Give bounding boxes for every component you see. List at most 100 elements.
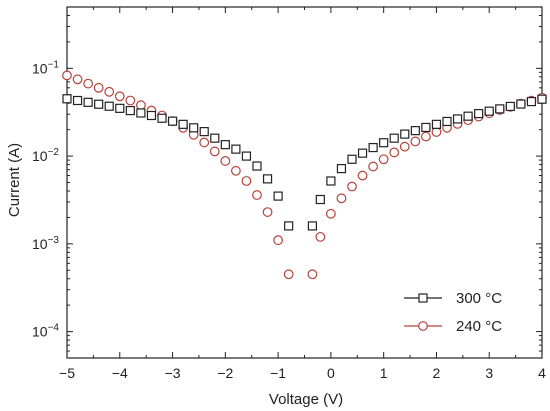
data-point [495, 104, 505, 114]
data-point [284, 221, 294, 231]
data-point [199, 127, 209, 137]
data-point [378, 154, 389, 165]
data-point [262, 207, 273, 217]
legend-label: 240 °C [456, 318, 502, 335]
series-circle [62, 70, 547, 280]
data-point [463, 111, 473, 121]
data-point [262, 174, 273, 184]
data-point [230, 165, 241, 176]
data-point [252, 190, 262, 200]
series-layer [62, 70, 547, 280]
data-point [399, 141, 410, 152]
data-point [325, 208, 336, 219]
data-point [93, 82, 104, 93]
data-point [72, 74, 83, 85]
data-point [189, 123, 199, 133]
data-point [315, 194, 325, 205]
data-point [241, 176, 252, 186]
legend-label: 300 °C [456, 290, 502, 307]
y-tick-label: 10−3 [32, 235, 59, 252]
data-point [135, 100, 146, 111]
x-tick-label: 2 [433, 365, 441, 381]
data-point [199, 137, 210, 148]
x-tick-label: −3 [165, 365, 181, 381]
data-point [357, 170, 368, 181]
data-point [220, 156, 231, 166]
data-point [484, 106, 494, 116]
data-point [431, 119, 442, 129]
data-point [178, 119, 188, 129]
data-point [146, 110, 157, 121]
data-point [379, 138, 389, 148]
data-point [326, 176, 336, 186]
data-point [368, 142, 378, 153]
axes: −5 −4 −3 −2 −1 0 1 2 3 4 10−1 10−2 10−3 10−4 [32, 6, 546, 381]
x-tick-label: −5 [59, 365, 75, 381]
data-point [357, 148, 368, 158]
data-point [389, 133, 399, 143]
data-point [315, 231, 326, 242]
data-point [241, 151, 252, 161]
data-point [389, 147, 400, 158]
data-point [307, 269, 318, 280]
data-point [231, 144, 241, 154]
x-tick-label: 4 [538, 365, 546, 381]
data-point [273, 191, 283, 201]
data-point [273, 235, 284, 246]
data-point [83, 78, 94, 89]
data-point [368, 161, 379, 172]
data-point [83, 97, 93, 107]
data-point [505, 101, 515, 112]
data-point [474, 108, 484, 119]
data-point [94, 99, 104, 109]
x-tick-label: 0 [327, 365, 335, 381]
y-tick-label: 10−2 [32, 147, 59, 164]
legend: 300 °C 240 °C [404, 290, 502, 335]
data-point [252, 161, 262, 171]
data-point [220, 140, 230, 150]
data-point [537, 94, 547, 104]
data-point [62, 70, 72, 81]
data-point [410, 126, 420, 136]
data-point [72, 95, 83, 106]
data-point [136, 108, 146, 118]
data-point [125, 105, 135, 116]
data-point [420, 131, 431, 142]
data-point [410, 136, 421, 147]
data-point [125, 95, 136, 106]
data-point [114, 91, 125, 102]
data-point [347, 181, 357, 192]
data-point [431, 127, 442, 137]
x-tick-label: −2 [217, 365, 233, 381]
legend-marker [418, 321, 428, 331]
data-point [442, 116, 452, 127]
data-point [115, 103, 125, 113]
data-point [526, 96, 537, 107]
y-axis-label: Current (A) [6, 143, 23, 217]
data-point [104, 101, 114, 111]
data-point [283, 269, 294, 280]
x-axis-label: Voltage (V) [269, 391, 343, 408]
data-point [421, 122, 431, 133]
x-tick-label: 3 [485, 365, 493, 381]
x-tick-label: −1 [270, 365, 286, 381]
data-point [516, 99, 526, 109]
x-tick-label: 1 [380, 365, 388, 381]
data-point [210, 133, 220, 143]
data-point [62, 94, 72, 104]
data-point [336, 164, 347, 174]
data-point [157, 113, 167, 123]
data-point [336, 193, 347, 204]
data-point [104, 86, 115, 97]
series-square [62, 94, 547, 231]
data-point [167, 116, 178, 126]
data-point [452, 114, 463, 124]
y-tick-label: 10−4 [32, 323, 59, 340]
data-point [307, 221, 318, 231]
y-tick-label: 10−1 [32, 59, 59, 76]
x-tick-label: −4 [112, 365, 128, 381]
data-point [347, 154, 357, 164]
data-point [400, 129, 410, 139]
legend-marker [418, 293, 428, 303]
